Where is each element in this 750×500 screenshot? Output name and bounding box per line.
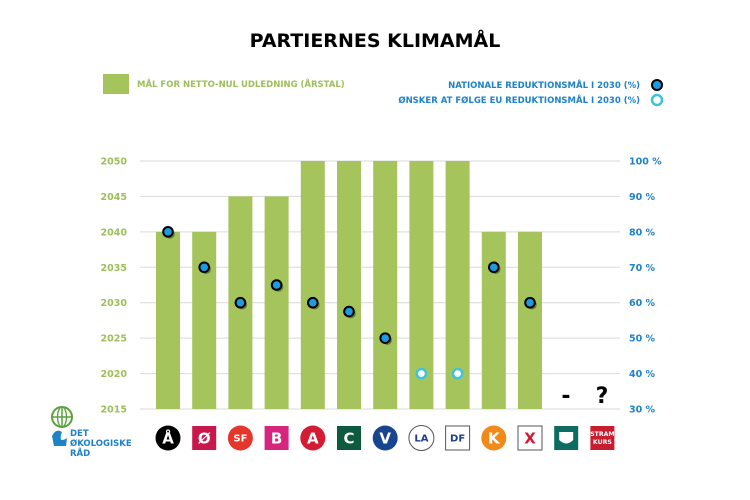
bar <box>409 161 434 409</box>
party-icon: DF <box>445 425 471 451</box>
party-icon-label: DF <box>450 434 465 445</box>
party-icon-label: A <box>307 429 319 447</box>
bar <box>192 231 217 409</box>
party-icon-label: X <box>524 429 536 447</box>
bar <box>373 161 398 409</box>
left-tick-label: 2030 <box>101 298 128 309</box>
party-icon-label: LA <box>414 434 428 445</box>
national-point <box>198 261 210 274</box>
national-point <box>270 279 283 291</box>
party-icon-label: C <box>343 429 354 447</box>
national-point <box>234 296 247 309</box>
national-point <box>162 226 174 238</box>
annotation-question: ? <box>596 384 609 409</box>
legend-national-label: NATIONALE REDUKTIONSMÅL I 2030 (%) <box>448 80 640 91</box>
national-point <box>343 305 355 318</box>
eu-point <box>451 367 464 380</box>
left-tick-label: 2050 <box>101 157 128 168</box>
right-tick-label: 70 % <box>629 263 656 274</box>
globe-icon <box>51 406 73 428</box>
national-point <box>379 332 392 344</box>
left-tick-label: 2045 <box>101 192 127 203</box>
party-icon-label: B <box>271 429 282 447</box>
party-icon <box>554 426 579 450</box>
left-axis: 2015 2020 2025 2030 2035 2040 2045 2050 <box>101 157 128 416</box>
left-tick-label: 2025 <box>101 334 127 345</box>
party-icon: K <box>481 425 507 451</box>
right-tick-label: 60 % <box>629 298 656 309</box>
bar <box>300 161 325 409</box>
national-point <box>488 261 500 274</box>
party-icon: C <box>337 426 361 450</box>
bar <box>445 161 470 409</box>
right-tick-label: 100 % <box>629 157 662 168</box>
eu-point <box>415 367 428 380</box>
party-icon: Å <box>155 425 181 451</box>
right-tick-label: 90 % <box>629 192 656 203</box>
bar-series <box>156 161 542 409</box>
logo-text-line1: DET <box>70 429 89 439</box>
bird-icon <box>52 430 67 446</box>
bar <box>264 196 289 409</box>
party-icon: B <box>264 426 289 450</box>
party-icon: SF <box>227 425 253 451</box>
right-tick-label: 80 % <box>629 227 656 238</box>
party-icon-label: V <box>379 429 391 447</box>
national-point <box>307 296 319 309</box>
legend-eu-label: ØNSKER AT FØLGE EU REDUKTIONSMÅL I 2030 … <box>398 95 640 106</box>
right-tick-label: 40 % <box>629 369 656 380</box>
party-icon: Ø <box>192 426 217 450</box>
annotation-dash: - <box>561 384 570 409</box>
right-tick-label: 50 % <box>629 334 656 345</box>
right-axis: 30 % 40 % 50 % 60 % 70 % 80 % 90 % 100 % <box>629 157 662 416</box>
party-icon-label: KURS <box>593 439 612 446</box>
party-icon-label: STRAM <box>590 431 614 438</box>
logo-text-line2: ØKOLOGISKE <box>70 438 132 449</box>
logo-text-line3: RÅD <box>70 448 90 459</box>
left-tick-label: 2020 <box>101 369 128 380</box>
party-icon-label: Å <box>162 428 174 447</box>
party-icon-label: Ø <box>198 429 211 447</box>
party-icon-label: SF <box>233 434 247 445</box>
party-icon: X <box>517 425 543 451</box>
party-icon: V <box>372 425 398 451</box>
bar <box>156 231 180 409</box>
party-icon-label: K <box>488 429 501 447</box>
bar <box>518 231 542 409</box>
bar <box>481 231 506 409</box>
bar <box>337 161 361 409</box>
organization-logo: DET ØKOLOGISKE RÅD <box>51 406 132 459</box>
left-tick-label: 2035 <box>101 263 127 274</box>
party-icon: A <box>300 425 326 451</box>
right-tick-label: 30 % <box>629 405 656 416</box>
left-tick-label: 2015 <box>101 405 127 416</box>
national-point <box>524 296 536 309</box>
chart-title: PARTIERNES KLIMAMÅL <box>250 28 501 52</box>
left-tick-label: 2040 <box>101 227 128 238</box>
party-icon: LA <box>408 425 435 451</box>
legend-bar-label: MÅL FOR NETTO-NUL UDLEDNING (ÅRSTAL) <box>137 79 345 90</box>
legend-eu-marker <box>650 93 664 107</box>
legend-national-marker <box>651 79 663 91</box>
point-series <box>162 226 537 380</box>
legend-bar-swatch <box>103 74 129 94</box>
